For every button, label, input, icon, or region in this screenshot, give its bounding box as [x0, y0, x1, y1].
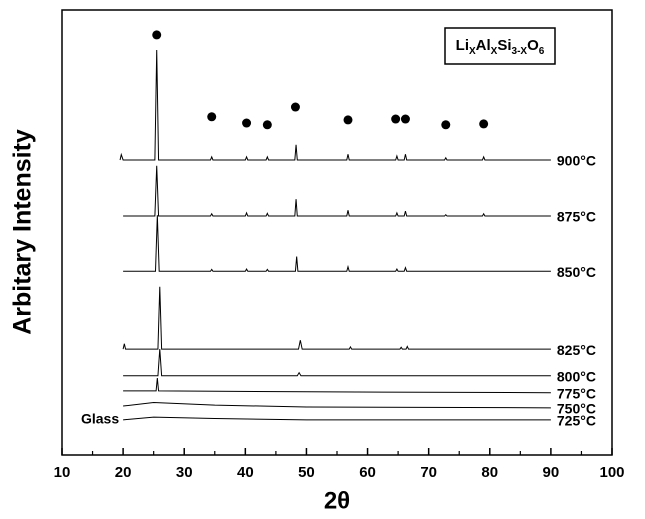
xrd-trace — [123, 416, 551, 421]
x-tick-label: 10 — [54, 464, 71, 481]
formula-subscript: X — [491, 46, 498, 57]
xrd-trace — [119, 50, 551, 161]
peak-marker — [242, 118, 252, 128]
peak-marker — [207, 112, 217, 122]
peak-marker — [290, 102, 300, 112]
formula-subscript: 6 — [539, 46, 545, 57]
formula-subscript: 3-X — [512, 46, 528, 57]
plot-frame — [61, 9, 613, 456]
xrd-trace — [123, 349, 551, 377]
x-tick-label: 90 — [543, 464, 560, 481]
peak-marker — [400, 114, 410, 124]
formula-subscript: X — [469, 46, 476, 57]
series-label: 875°C — [557, 209, 596, 225]
x-tick-label: 30 — [176, 464, 193, 481]
legend-box — [444, 27, 556, 65]
peak-marker — [152, 30, 162, 40]
peak-marker — [479, 119, 489, 129]
xrd-trace — [122, 286, 551, 350]
x-axis-title: 2θ — [324, 487, 350, 514]
x-tick-label: 70 — [420, 464, 437, 481]
formula-element: Al — [476, 37, 491, 54]
xrd-trace — [123, 165, 551, 217]
series-label: 800°C — [557, 368, 596, 384]
x-tick-label: 50 — [298, 464, 315, 481]
x-tick-label: 100 — [599, 464, 624, 481]
formula-element: Li — [456, 37, 469, 54]
legend-formula: LiXAlXSi3-XO6 — [456, 37, 545, 57]
series-label: 750°C — [557, 401, 596, 417]
xrd-trace — [123, 401, 551, 409]
series-label: 725°C — [557, 413, 596, 429]
y-axis-title: Arbitary Intensity — [9, 129, 37, 335]
glass-label: Glass — [81, 411, 119, 427]
series-label: 850°C — [557, 264, 596, 280]
peak-marker — [343, 115, 353, 125]
series-label: 900°C — [557, 153, 596, 169]
xrd-trace — [123, 377, 551, 394]
x-tick-label: 20 — [115, 464, 132, 481]
x-tick-label: 40 — [237, 464, 254, 481]
peak-marker — [262, 120, 272, 130]
series-label: 775°C — [557, 385, 596, 401]
series-label: 825°C — [557, 342, 596, 358]
x-tick-label: 80 — [481, 464, 498, 481]
peak-marker — [391, 114, 401, 124]
x-tick-label: 60 — [359, 464, 376, 481]
peak-marker — [441, 120, 451, 130]
formula-element: Si — [497, 37, 511, 54]
xrd-trace — [123, 215, 551, 272]
formula-element: O — [527, 37, 539, 54]
